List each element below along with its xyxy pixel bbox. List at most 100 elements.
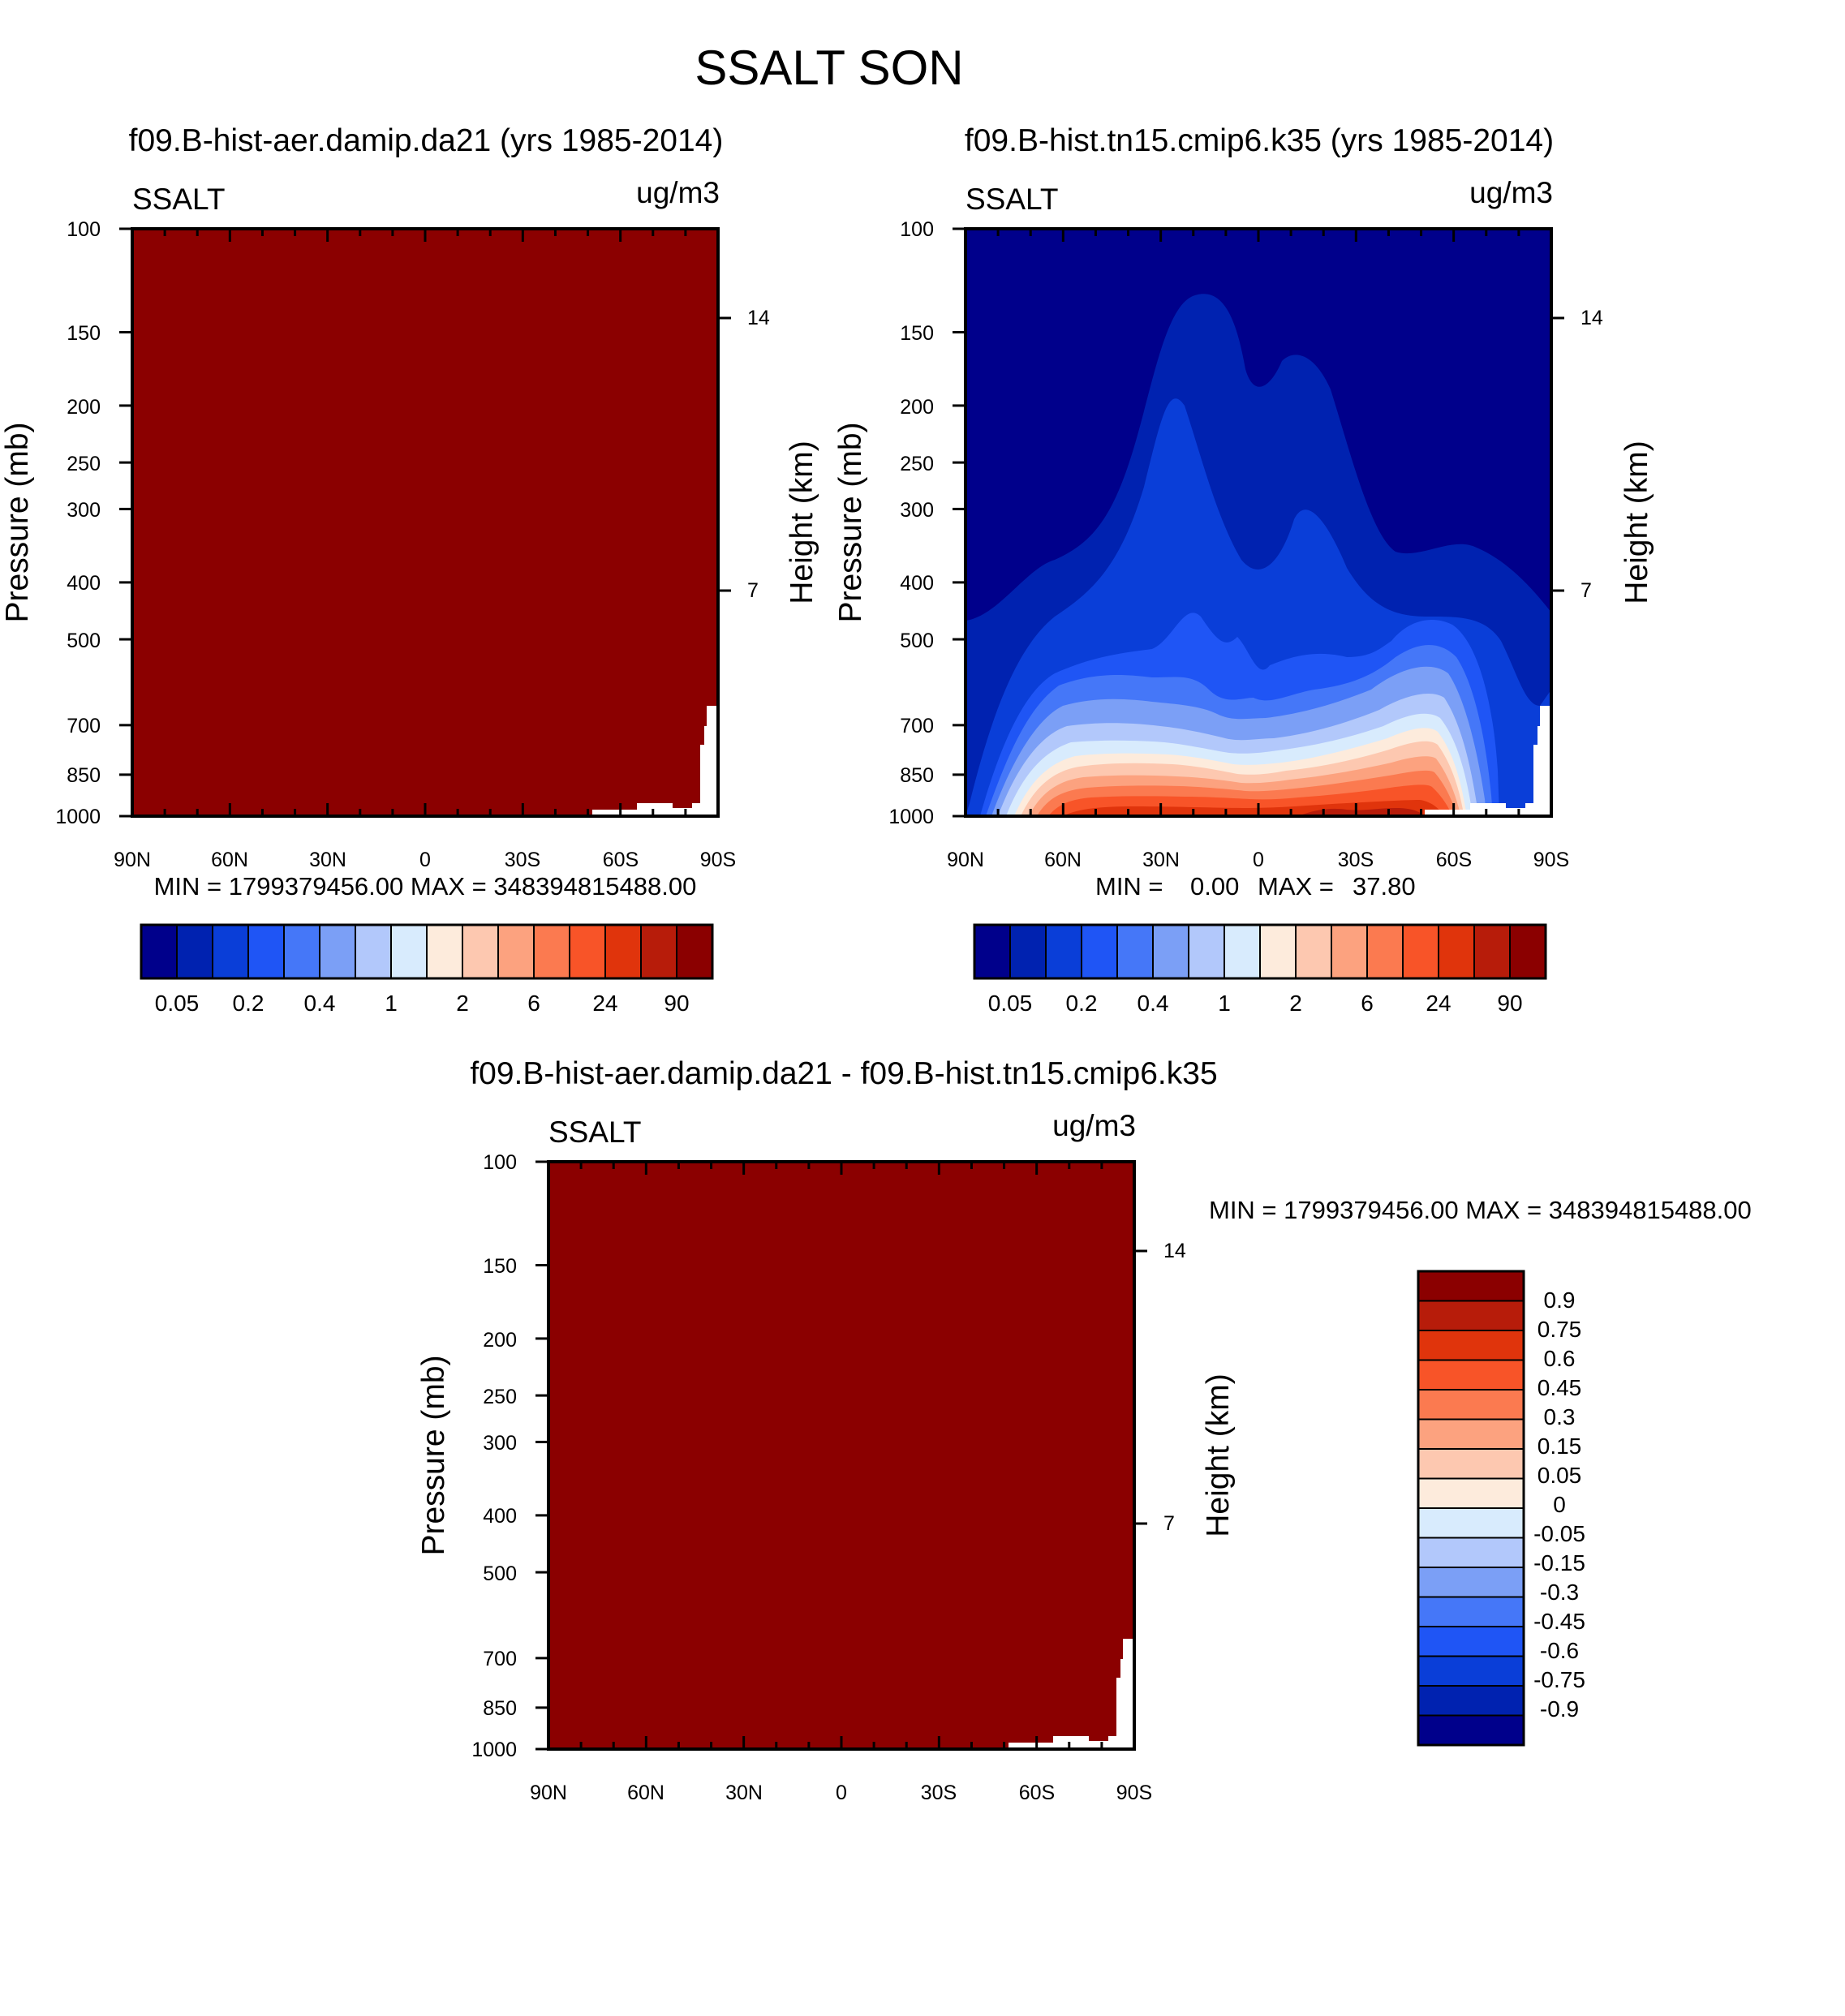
panel-c-missing-data (1009, 1639, 1134, 1749)
panel-b-y-tick-label: 200 (900, 396, 934, 419)
colorbar-frame (1417, 1270, 1525, 1747)
panel-a-y-tick-label: 500 (67, 630, 101, 652)
panel-a-x-tick-label: 60S (603, 849, 639, 871)
colorbar-swatch (1417, 1389, 1525, 1421)
panel-c-y-tick-label: 850 (483, 1697, 517, 1720)
panel-a-y-tick-label: 200 (67, 396, 101, 419)
colorbar-swatch (355, 924, 392, 979)
panel-a: f09.B-hist-aer.damip.da21 (yrs 1985-2014… (0, 123, 819, 1016)
panel-a-x-tick-label: 60N (211, 849, 248, 871)
panel-a-colorbar-label: 90 (664, 991, 689, 1016)
panel-b-y-axis-title: Pressure (mb) (833, 422, 868, 622)
colorbar-swatch (1417, 1330, 1525, 1361)
panel-c-y-tick-label: 400 (483, 1505, 517, 1528)
panel-a-colorbar-labels: 0.05 0.2 0.4 1 2 6 24 90 (155, 991, 690, 1016)
panel-c-y-tick-labels: 100 150 200 250 300 400 500 700 850 1000 (471, 1151, 517, 1761)
colorbar-swatch (1417, 1507, 1525, 1539)
panel-a-x-tick-label: 0 (419, 849, 431, 871)
panel-b-x-tick-label: 0 (1253, 849, 1264, 871)
colorbar-swatch (533, 924, 570, 979)
panel-c-colorbar-label: 0 (1553, 1492, 1566, 1517)
colorbar-swatch (1417, 1596, 1525, 1627)
panel-c-x-tick-label: 90S (1116, 1782, 1152, 1804)
panel-a-y-tick-label: 300 (67, 499, 101, 522)
panel-a-right-axis-title: Height (km) (785, 441, 819, 604)
panel-b-contour-field (966, 229, 1551, 816)
colorbar-swatch (1224, 924, 1261, 979)
panel-b-colorbar-label: 1 (1218, 991, 1231, 1016)
panel-a-stats: MIN = 1799379456.00 MAX = 348394815488.0… (154, 872, 697, 901)
panel-c-units-label: ug/m3 (1052, 1109, 1136, 1142)
colorbar-swatch (1009, 924, 1047, 979)
panel-b-colorbar-label: 24 (1426, 991, 1451, 1016)
panel-b-colorbar-label: 90 (1497, 991, 1522, 1016)
panel-b-y-tick-labels: 100 150 200 250 300 400 500 700 850 1000 (888, 218, 934, 828)
colorbar-swatch (1295, 924, 1332, 979)
colorbar-swatch (426, 924, 463, 979)
panel-a-y-tick-labels: 100 150 200 250 300 400 500 700 850 1000 (55, 218, 101, 828)
colorbar-swatch (1081, 924, 1118, 979)
panel-b-colorbar (973, 923, 1547, 980)
panel-b-y-tick-label: 700 (900, 715, 934, 737)
panel-c-height-tick-label: 7 (1163, 1512, 1175, 1535)
colorbar-swatch (140, 924, 178, 979)
panel-a-height-tick-label: 14 (747, 307, 770, 329)
panel-a-y-tick-label: 700 (67, 715, 101, 737)
panel-b-y-tick-label: 300 (900, 499, 934, 522)
panel-c-colorbar-label: -0.6 (1540, 1638, 1579, 1663)
panel-a-missing-data (592, 706, 718, 816)
colorbar-swatch (1417, 1537, 1525, 1568)
panel-b-stats-max-label: MAX = (1258, 872, 1334, 901)
panel-b-x-tick-labels: 90N 60N 30N 0 30S 60S 90S (947, 849, 1569, 871)
panel-c-colorbar-labels: 0.9 0.75 0.6 0.45 0.3 0.15 0.05 0 -0.05 … (1533, 1287, 1585, 1722)
panel-b-right-axis-title: Height (km) (1619, 441, 1654, 604)
panel-b-y-tick-label: 1000 (888, 806, 934, 828)
panel-c-colorbar (1417, 1270, 1525, 1747)
panel-c-colorbar-label: 0.05 (1538, 1463, 1582, 1488)
colorbar-swatch (1045, 924, 1082, 979)
panel-c-colorbar-label: -0.75 (1533, 1667, 1585, 1692)
colorbar-swatch (1116, 924, 1154, 979)
colorbar-swatch (974, 924, 1011, 979)
panel-c-x-tick-label: 30S (921, 1782, 957, 1804)
panel-a-colorbar-label: 24 (592, 991, 617, 1016)
panel-c-variable-label: SSALT (548, 1115, 641, 1149)
panel-b-colorbar-label: 0.2 (1066, 991, 1098, 1016)
colorbar-swatch (1331, 924, 1368, 979)
panel-b-x-tick-label: 30S (1338, 849, 1374, 871)
panel-a-x-tick-label: 30N (309, 849, 346, 871)
panel-c-x-tick-label: 60N (627, 1782, 664, 1804)
panel-a-colorbar-label: 0.4 (304, 991, 336, 1016)
colorbar-swatch (1366, 924, 1404, 979)
colorbar-swatch (1152, 924, 1189, 979)
panel-a-y-axis-title: Pressure (mb) (0, 422, 35, 622)
colorbar-swatch (640, 924, 677, 979)
panel-c-subtitle: f09.B-hist-aer.damip.da21 - f09.B-hist.t… (470, 1056, 1217, 1091)
panel-c-right-axis-title: Height (km) (1201, 1373, 1236, 1537)
panel-b-colorbar-label: 0.4 (1138, 991, 1169, 1016)
panel-a-colorbar-label: 0.2 (233, 991, 264, 1016)
panel-a-units-label: ug/m3 (636, 176, 720, 209)
panel-c-y-tick-label: 150 (483, 1255, 517, 1278)
panel-b-ticks (953, 227, 1564, 818)
panel-c-colorbar-label: 0.15 (1538, 1434, 1582, 1459)
panel-c-x-tick-label: 30N (725, 1782, 763, 1804)
panel-c-colorbar-label: -0.3 (1540, 1580, 1579, 1605)
panel-b-height-tick-label: 7 (1581, 579, 1592, 602)
colorbar-swatch (1417, 1655, 1525, 1687)
panel-a-y-tick-label: 250 (67, 453, 101, 475)
panel-b: f09.B-hist.tn15.cmip6.k35 (yrs 1985-2014… (833, 123, 1654, 1016)
panel-c-x-tick-label: 60S (1019, 1782, 1055, 1804)
colorbar-frame (140, 923, 714, 980)
panel-a-y-tick-label: 150 (67, 322, 101, 345)
colorbar-swatch (1402, 924, 1439, 979)
panel-c-y-tick-label: 700 (483, 1648, 517, 1670)
panel-a-y-tick-label: 850 (67, 764, 101, 787)
panel-b-colorbar-label: 0.05 (988, 991, 1033, 1016)
colorbar-swatch (1417, 1567, 1525, 1598)
panel-c-colorbar-label: 0.6 (1544, 1346, 1576, 1371)
panel-a-x-tick-labels: 90N 60N 30N 0 30S 60S 90S (114, 849, 736, 871)
panel-c-y-tick-label: 200 (483, 1329, 517, 1352)
panel-c-x-tick-label: 90N (530, 1782, 567, 1804)
panel-b-y-tick-label: 100 (900, 218, 934, 241)
